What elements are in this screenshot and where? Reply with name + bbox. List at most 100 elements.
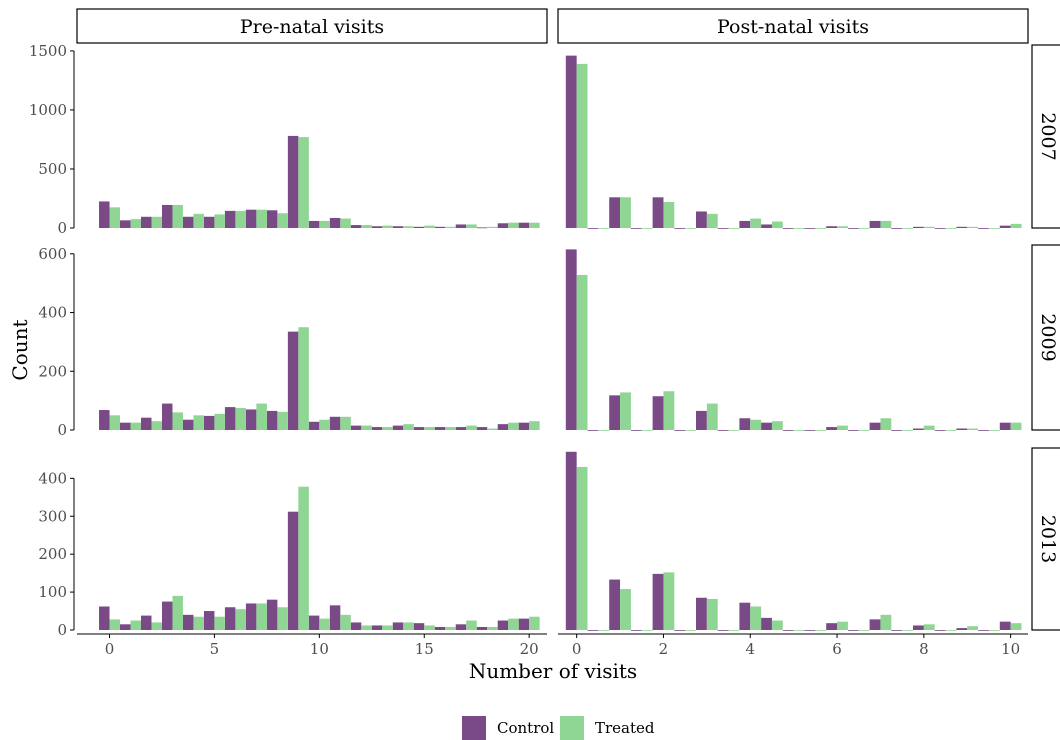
bar-control xyxy=(630,228,642,229)
bar-treated xyxy=(235,609,246,630)
bar-control xyxy=(913,226,924,228)
bar-control xyxy=(182,216,194,228)
bar-treated xyxy=(319,419,330,430)
bar-control xyxy=(455,427,467,430)
bar-treated xyxy=(923,425,935,430)
bar-control xyxy=(782,630,794,631)
y-tick-label: 200 xyxy=(38,545,67,563)
bar-control xyxy=(497,424,509,430)
bar-treated xyxy=(214,214,225,228)
bar-treated xyxy=(277,607,288,630)
legend-label-control: Control xyxy=(497,719,554,737)
x-tick-label: 6 xyxy=(832,640,842,658)
bar-control xyxy=(782,430,794,431)
bar-treated xyxy=(403,622,414,630)
bar-treated xyxy=(403,424,414,430)
bar-treated xyxy=(340,614,351,630)
bar-treated xyxy=(641,228,653,229)
bar-treated xyxy=(620,392,631,430)
bar-control xyxy=(245,209,257,228)
facet-strip-label: Pre-natal visits xyxy=(240,16,384,38)
bar-treated xyxy=(815,430,827,431)
bar-control xyxy=(674,630,686,631)
bar-control xyxy=(434,427,446,430)
bar-control xyxy=(674,228,686,229)
bar-control xyxy=(203,415,215,430)
bar-treated xyxy=(172,595,183,631)
bar-control xyxy=(329,605,341,630)
bar-control xyxy=(565,249,577,430)
bar-control xyxy=(761,617,772,630)
facet-strip-label: 2007 xyxy=(1037,112,1059,160)
bar-control xyxy=(141,615,152,630)
bar-treated xyxy=(967,626,979,630)
bar-control xyxy=(224,607,236,630)
bar-control xyxy=(717,430,729,431)
x-tick-label: 0 xyxy=(572,640,582,658)
bar-control xyxy=(329,217,341,228)
bar-treated xyxy=(858,430,870,431)
bar-treated xyxy=(382,625,393,630)
bar-control xyxy=(609,395,621,430)
bar-control xyxy=(392,425,404,430)
bar-control xyxy=(891,228,903,229)
bar-control xyxy=(934,430,946,431)
y-tick-label: 400 xyxy=(38,469,67,487)
bar-treated xyxy=(988,430,1000,431)
facet-strip-label: 2013 xyxy=(1037,515,1059,563)
bar-treated xyxy=(382,225,393,228)
bar-control xyxy=(308,615,320,630)
x-tick-label: 8 xyxy=(919,640,929,658)
bar-treated xyxy=(487,626,498,630)
bar-treated xyxy=(706,213,718,228)
bar-treated xyxy=(641,430,653,431)
bar-treated xyxy=(277,213,288,228)
bar-treated xyxy=(466,224,477,228)
bar-treated xyxy=(319,220,330,228)
bar-treated xyxy=(130,422,141,430)
bar-control xyxy=(497,223,509,228)
bar-control xyxy=(717,630,729,631)
bar-control xyxy=(350,622,362,630)
x-tick-label: 5 xyxy=(210,640,220,658)
bar-treated xyxy=(793,630,805,631)
bar-treated xyxy=(685,430,697,431)
bar-treated xyxy=(109,207,121,228)
bar-treated xyxy=(109,415,121,430)
bar-control xyxy=(934,228,946,229)
bar-control xyxy=(609,197,621,228)
bar-control xyxy=(99,201,110,228)
bar-control xyxy=(203,611,215,630)
bar-treated xyxy=(193,415,204,430)
bar-treated xyxy=(988,228,1000,229)
bar-control xyxy=(999,422,1011,430)
bar-control xyxy=(891,630,903,631)
bar-treated xyxy=(424,625,435,630)
bar-control xyxy=(476,427,488,430)
bar-control xyxy=(587,228,599,229)
bar-control xyxy=(674,430,686,431)
bar-treated xyxy=(641,630,653,631)
bar-control xyxy=(739,418,751,430)
bar-control xyxy=(652,197,664,228)
x-tick-label: 2 xyxy=(659,640,669,658)
bar-control xyxy=(826,226,838,228)
y-axis-label: Count xyxy=(8,319,32,380)
bar-treated xyxy=(277,411,288,430)
bar-treated xyxy=(424,225,435,228)
bar-control xyxy=(782,228,794,229)
y-tick-label: 600 xyxy=(38,245,67,263)
bar-control xyxy=(739,602,751,630)
bar-treated xyxy=(361,225,372,228)
bar-treated xyxy=(340,416,351,430)
x-axis-label: Number of visits xyxy=(469,659,637,683)
bar-treated xyxy=(151,622,162,630)
bar-control xyxy=(497,620,509,630)
bar-control xyxy=(329,416,341,430)
bar-treated xyxy=(487,428,498,430)
bar-control xyxy=(287,331,299,430)
bar-control xyxy=(182,614,194,630)
bar-control xyxy=(141,216,152,228)
bar-control xyxy=(392,622,404,630)
y-tick-label: 400 xyxy=(38,304,67,322)
